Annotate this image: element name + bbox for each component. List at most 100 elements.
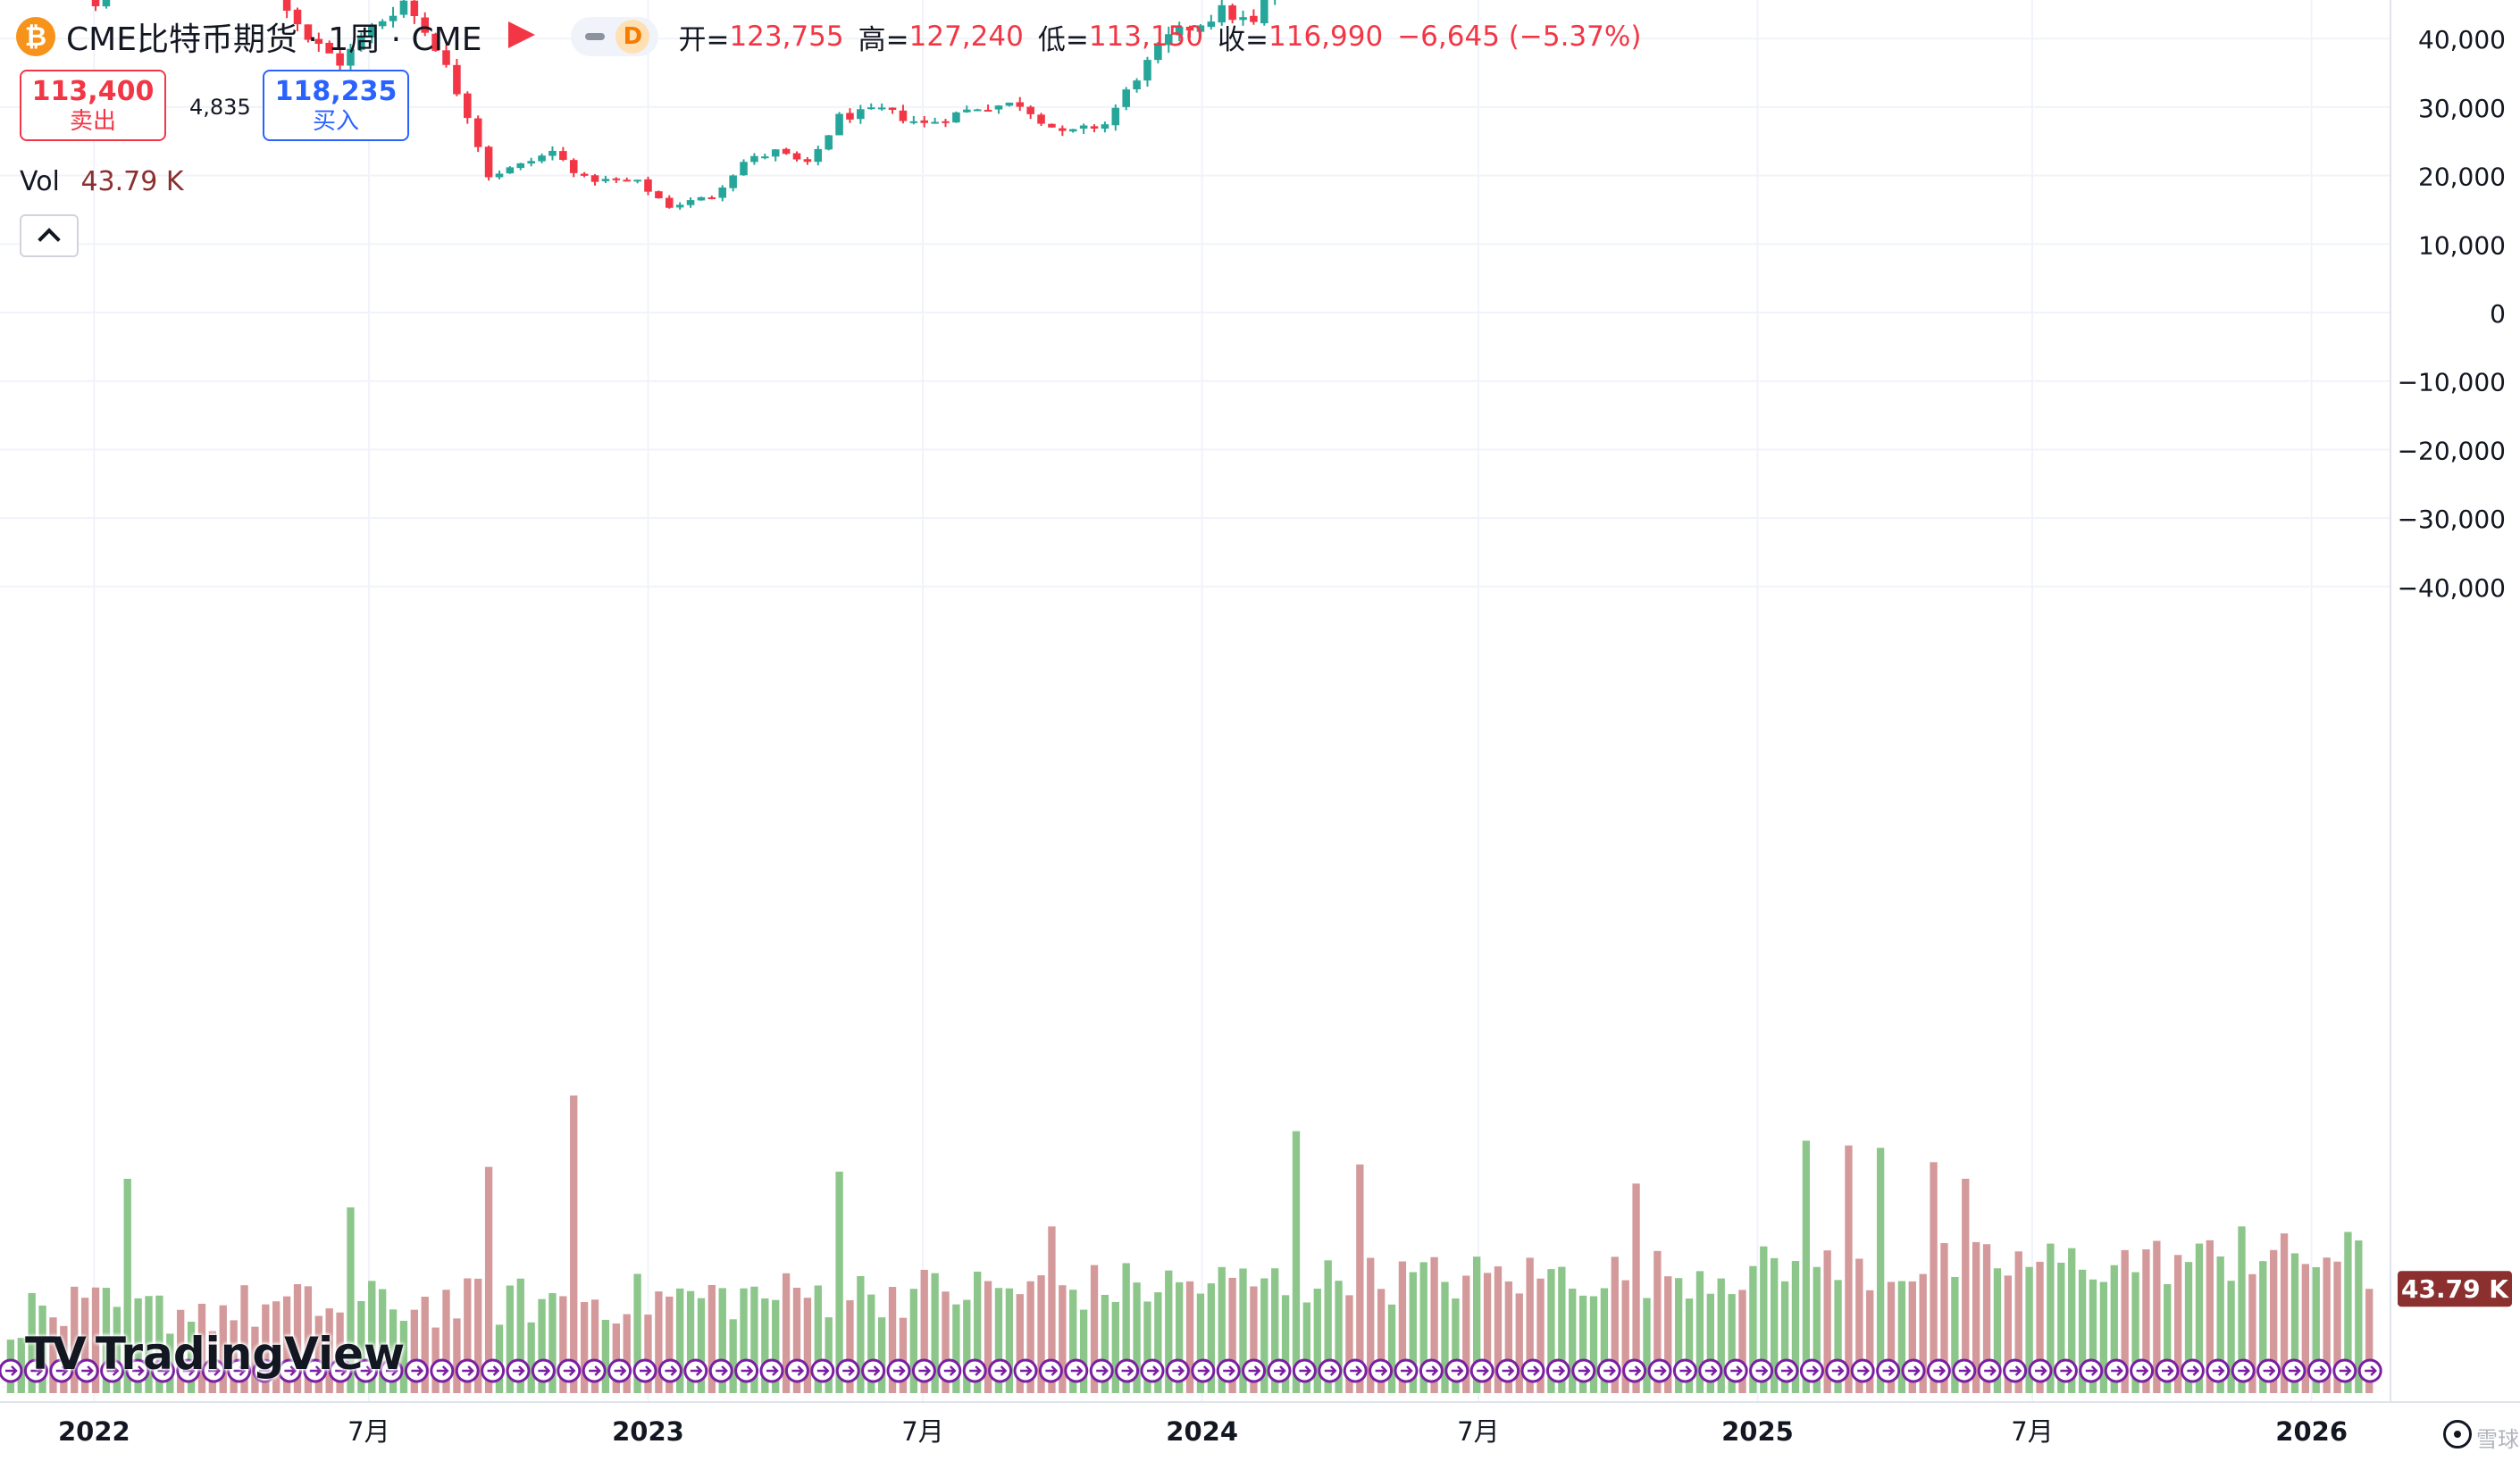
symbol-title[interactable]: CME比特币期货 · 1周 · CME	[66, 21, 482, 58]
volume-legend[interactable]: Vol 43.79 K	[20, 166, 184, 197]
event-marker	[1191, 1358, 1216, 1383]
gear-icon[interactable]	[2443, 1420, 2472, 1448]
event-marker	[227, 1358, 252, 1383]
spread-value: 4,835	[189, 95, 251, 120]
volume-bar	[1335, 1281, 1343, 1393]
arrow-right-icon	[640, 1365, 652, 1376]
volume-bar	[1738, 1290, 1746, 1393]
arrow-right-icon	[1578, 1365, 1591, 1376]
volume-bar	[1111, 1301, 1119, 1393]
candle-body	[1218, 4, 1227, 23]
volume-bar	[314, 1315, 322, 1393]
arrow-right-icon	[1781, 1365, 1794, 1376]
event-marker	[1545, 1358, 1570, 1383]
sell-button[interactable]: 113,400 卖出	[20, 70, 166, 141]
buy-button[interactable]: 118,235 买入	[263, 70, 409, 141]
event-marker	[1977, 1358, 2002, 1383]
event-marker	[1774, 1358, 1799, 1383]
candle-body	[707, 196, 716, 199]
candlesticks	[91, 0, 1277, 210]
candle-body	[697, 196, 706, 201]
volume-bar	[1749, 1265, 1757, 1393]
candle-body	[973, 109, 982, 112]
arrow-right-icon	[1020, 1365, 1033, 1376]
price-tick-label: 0	[2490, 299, 2506, 329]
arrow-right-icon	[1704, 1365, 1718, 1376]
bitcoin-icon[interactable]: ₿	[16, 17, 55, 56]
volume-bar	[187, 1322, 196, 1393]
arrow-right-icon	[1375, 1365, 1388, 1376]
volume-bar	[952, 1304, 960, 1393]
arrow-right-icon	[2085, 1365, 2098, 1376]
volume-bar	[1802, 1140, 1811, 1393]
volume-bar	[2047, 1243, 2055, 1393]
event-marker	[328, 1358, 353, 1383]
volume-bar	[123, 1179, 131, 1393]
event-marker	[835, 1358, 860, 1383]
volume-bar	[262, 1304, 270, 1393]
arrow-right-icon	[1121, 1365, 1134, 1376]
candle-body	[1079, 125, 1088, 129]
candle-body	[825, 135, 833, 150]
volume-bar	[1218, 1266, 1226, 1393]
arrow-right-icon	[2187, 1365, 2200, 1376]
volume-bar	[1504, 1281, 1513, 1393]
volume-bar	[2238, 1226, 2246, 1393]
candle-body	[782, 148, 791, 154]
volume-bar	[293, 1284, 302, 1393]
low-value: 113,150	[1088, 21, 1204, 53]
volume-bar	[1515, 1293, 1523, 1393]
candle-body	[984, 109, 992, 112]
arrow-right-icon	[1324, 1365, 1337, 1376]
event-marker	[1444, 1358, 1469, 1383]
candle-body	[569, 160, 578, 173]
event-marker	[150, 1358, 175, 1383]
candle-body	[612, 178, 621, 180]
candle-body	[559, 151, 567, 161]
volume-bar	[1271, 1268, 1279, 1393]
candle-body	[1026, 106, 1034, 114]
sell-price: 113,400	[31, 76, 155, 107]
volume-bar	[1302, 1302, 1311, 1393]
volume-bar	[272, 1301, 280, 1393]
volume-bar	[2142, 1249, 2150, 1393]
volume-bar	[102, 1288, 111, 1393]
volume-bar	[1919, 1273, 1927, 1393]
event-marker	[506, 1358, 531, 1383]
candle-body	[994, 105, 1003, 110]
volume-bar	[442, 1290, 450, 1393]
arrow-right-icon	[487, 1365, 500, 1376]
volume-bar	[2014, 1251, 2022, 1393]
arrow-right-icon	[132, 1365, 145, 1376]
arrow-right-icon	[893, 1365, 906, 1376]
volume-value: 43.79 K	[80, 166, 184, 197]
volume-bar	[1345, 1295, 1353, 1393]
chart-grid	[0, 0, 2390, 1402]
arrow-right-icon	[2060, 1365, 2073, 1376]
arrow-right-icon	[1958, 1365, 1972, 1376]
close-label: 收=	[1218, 23, 1268, 56]
red-flag-icon[interactable]	[508, 21, 536, 48]
chevron-up-icon	[38, 228, 61, 251]
volume-bar	[909, 1289, 917, 1393]
candle-body	[421, 17, 430, 33]
volume-bar	[410, 1309, 419, 1393]
data-mode-pill[interactable]: D	[571, 17, 659, 56]
volume-bar	[1589, 1296, 1598, 1393]
arrow-right-icon	[1628, 1365, 1642, 1376]
collapse-legend-button[interactable]	[20, 214, 79, 257]
event-marker	[861, 1358, 886, 1383]
candle-body	[740, 162, 748, 176]
arrow-right-icon	[1806, 1365, 1820, 1376]
volume-bar	[1037, 1275, 1045, 1393]
arrow-right-icon	[994, 1365, 1008, 1376]
arrow-right-icon	[1350, 1365, 1362, 1376]
candle-body	[410, 0, 419, 17]
tradingview-logo[interactable]: TV TradingView	[25, 1327, 405, 1381]
candle-body	[888, 107, 897, 111]
volume-bar	[920, 1269, 928, 1393]
arrow-right-icon	[513, 1365, 525, 1376]
volume-bar	[516, 1278, 524, 1393]
